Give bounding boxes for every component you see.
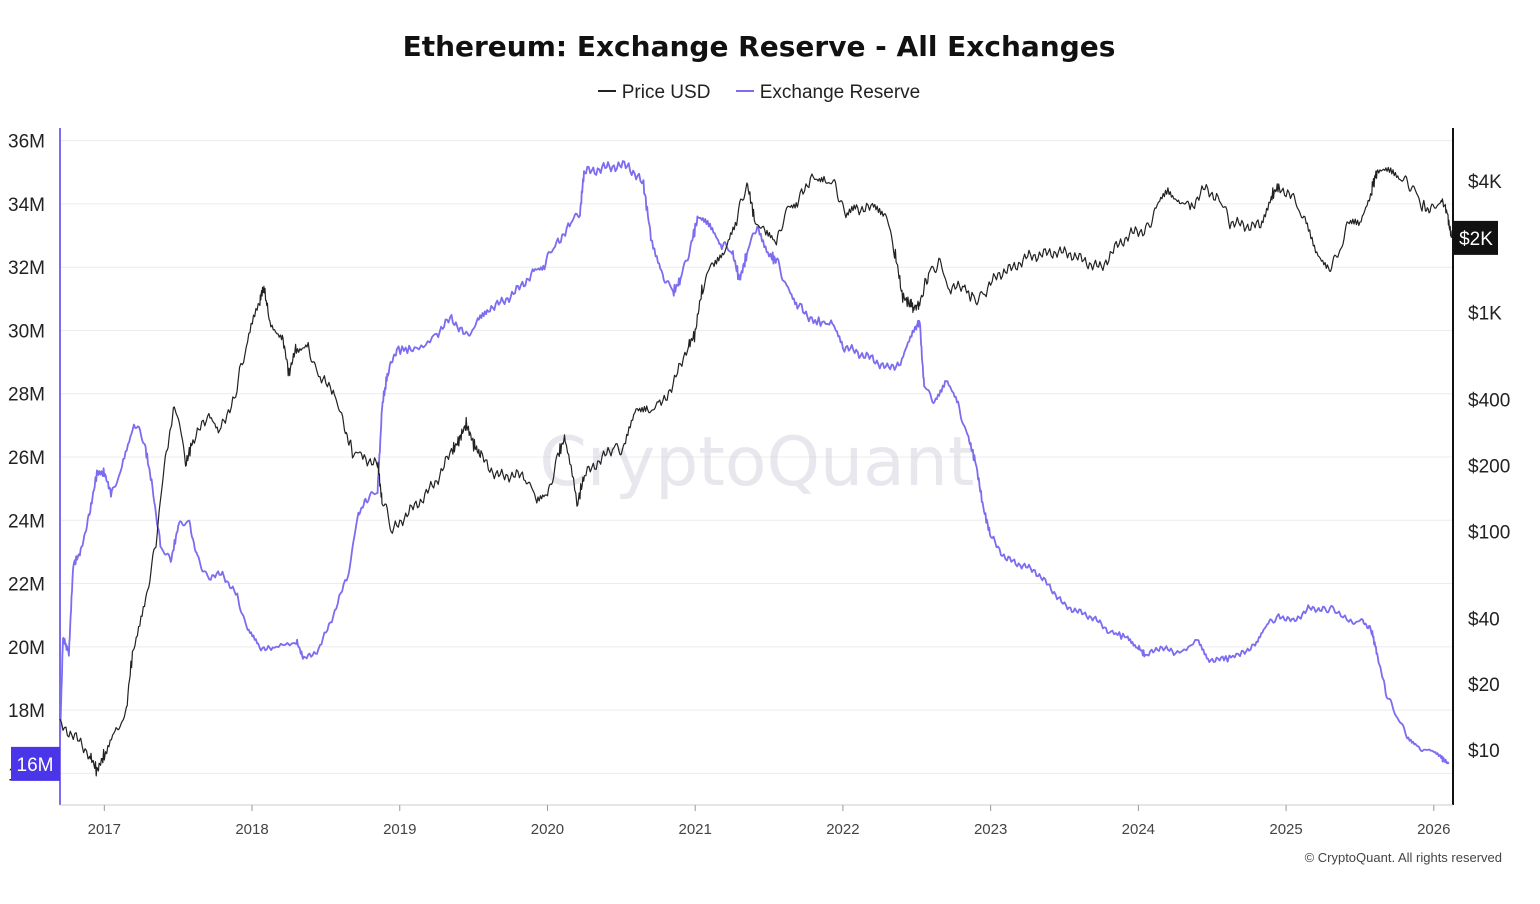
x-tick-label: 2023 <box>974 821 1007 838</box>
series-line-price-usd <box>59 166 1453 777</box>
x-tick-label: 2022 <box>826 821 859 838</box>
x-tick-label: 2017 <box>88 821 121 838</box>
y-right-tick-label: $1K <box>1468 304 1502 325</box>
legend-item-reserve[interactable]: Exchange Reserve <box>735 82 921 104</box>
y-left-tick-label: 20M <box>8 638 45 659</box>
y-right-tick-label: $10 <box>1468 741 1500 762</box>
y-left-tick-label: 28M <box>8 385 45 406</box>
y-right-tick-label: $40 <box>1468 609 1500 630</box>
y-left-tick-label: 36M <box>8 132 45 153</box>
legend-swatch-reserve <box>735 89 754 92</box>
x-axis: 2017 2018 2019 2020 2021 2022 2023 2024 2025 2026 <box>60 804 1453 838</box>
y-left-tick-label: 30M <box>8 321 45 342</box>
legend-label-reserve: Exchange Reserve <box>759 82 921 103</box>
y-left-tick-label: 18M <box>8 701 45 722</box>
legend: Price USD Exchange Reserve <box>0 82 1518 104</box>
x-tick-label: 2018 <box>235 821 268 838</box>
x-tick-label: 2020 <box>531 821 564 838</box>
y-left-tick-label: 34M <box>8 195 45 216</box>
legend-swatch-price <box>597 89 616 92</box>
right-current-badge-label: $2K <box>1459 229 1493 250</box>
current-value-badges: 16M $2K <box>11 220 1498 781</box>
y-left-tick-label: 26M <box>8 448 45 469</box>
left-current-badge <box>11 746 60 781</box>
x-tick-label: 2024 <box>1122 821 1155 838</box>
y-right-tick-label: $400 <box>1468 391 1510 412</box>
y-left-tick-label: 32M <box>8 258 45 279</box>
copyright-notice: © CryptoQuant. All rights reserved <box>1304 850 1502 865</box>
x-tick-label: 2021 <box>679 821 712 838</box>
y-right-tick-label: $20 <box>1468 675 1500 696</box>
series-line-exchange-reserve <box>59 160 1450 765</box>
grid <box>60 140 1453 774</box>
watermark: CryptoQuant <box>539 423 974 502</box>
y-left-tick-label: 24M <box>8 511 45 532</box>
y-right-tick-label: $200 <box>1468 457 1510 478</box>
right-axis: $10 $20 $40 $100 $200 $400 $1K $4K <box>1452 128 1510 805</box>
x-tick-label: 2019 <box>383 821 416 838</box>
y-left-tick-label: 22M <box>8 575 45 596</box>
legend-label-price: Price USD <box>621 82 711 103</box>
left-current-badge-label: 16M <box>17 755 54 776</box>
chart-title: Ethereum: Exchange Reserve - All Exchang… <box>402 30 1116 63</box>
legend-item-price[interactable]: Price USD <box>597 82 711 104</box>
series-layer <box>59 160 1453 777</box>
y-right-tick-label: $4K <box>1468 172 1502 193</box>
x-tick-label: 2026 <box>1417 821 1450 838</box>
x-tick-label: 2025 <box>1269 821 1302 838</box>
y-right-tick-label: $100 <box>1468 522 1510 543</box>
left-axis: 16M 18M 20M 22M 24M 26M 28M 30M 32M 34M 36M <box>8 128 61 805</box>
right-current-badge <box>1454 220 1498 255</box>
